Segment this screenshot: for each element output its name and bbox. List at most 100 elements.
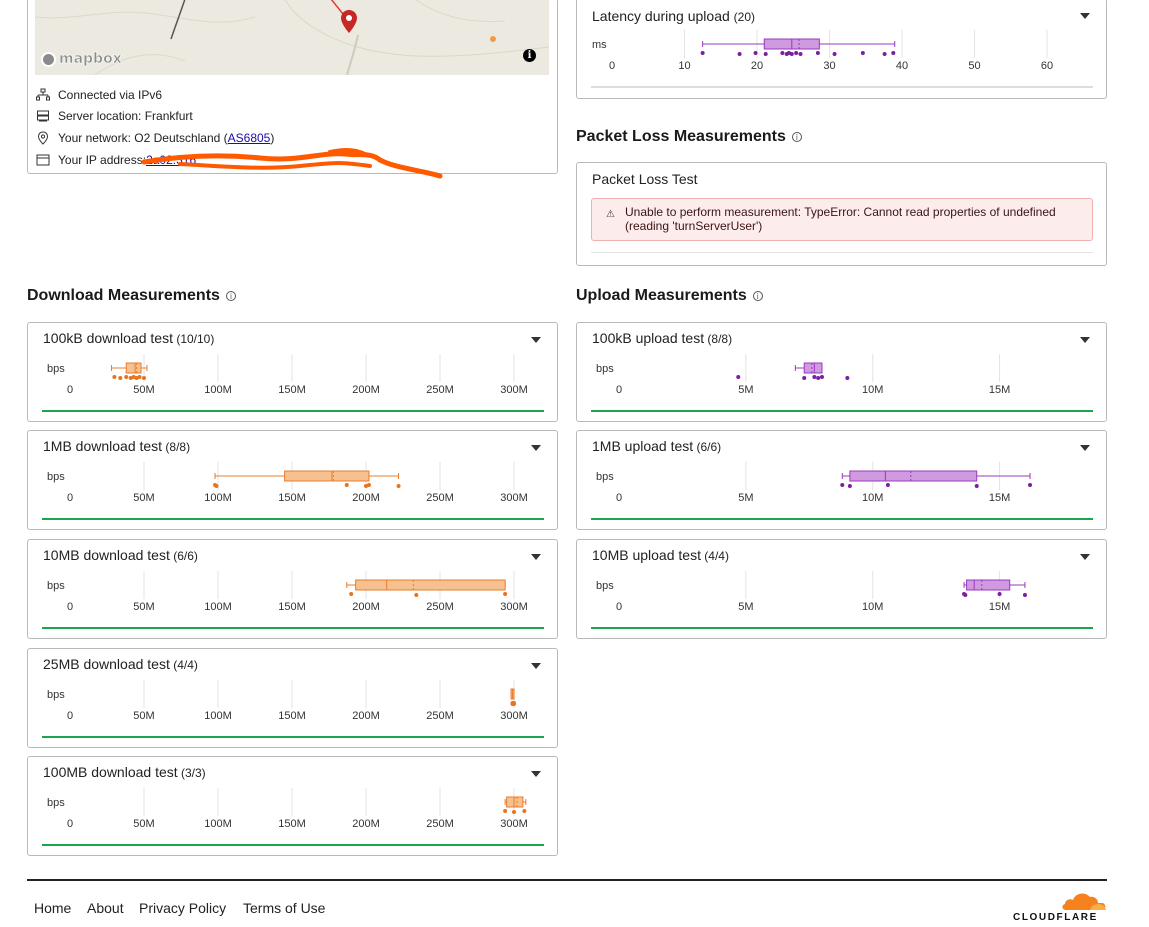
download-tick-label: 200M [352,601,380,613]
download-data-point[interactable] [214,484,219,488]
latency-unit-label: ms [592,39,607,51]
download-data-point[interactable] [349,592,354,596]
info-icon[interactable]: i [523,49,536,62]
download-data-point[interactable] [137,375,142,379]
latency-data-point[interactable] [763,52,768,56]
chevron-down-icon[interactable] [531,663,541,669]
latency-data-point[interactable] [789,52,794,56]
latency-data-point[interactable] [891,51,896,55]
upload-data-point[interactable] [885,483,890,487]
upload-data-point[interactable] [974,484,979,488]
download-data-point[interactable] [503,809,508,813]
mapbox-logo[interactable]: mapbox [41,51,122,67]
upload-data-point[interactable] [1028,483,1033,487]
map-view[interactable]: mapbox i [35,0,549,75]
info-icon[interactable]: i [752,291,763,301]
latency-data-point[interactable] [815,51,820,55]
download-data-point[interactable] [396,484,401,488]
download-tick-label: 150M [278,601,306,613]
upload-data-point[interactable] [816,376,821,380]
upload-tick-label: 15M [989,492,1010,504]
download-tick-label: 0 [67,818,73,830]
upload-box[interactable] [849,470,978,482]
download-tick-label: 300M [500,818,528,830]
chevron-down-icon[interactable] [1080,13,1090,19]
download-data-point[interactable] [414,593,419,597]
latency-data-point[interactable] [753,51,758,55]
upload-box[interactable] [966,579,1011,591]
cloudflare-cloud-icon[interactable] [1060,888,1108,917]
footer-link-privacy[interactable]: Privacy Policy [139,900,227,916]
download-data-point[interactable] [366,483,371,487]
download-box[interactable] [506,796,524,808]
download-box[interactable] [355,579,506,591]
footer-link-terms[interactable]: Terms of Use [243,900,326,916]
latency-data-point[interactable] [882,52,887,56]
download-data-point[interactable] [124,375,129,379]
network-row: Your network: O2 Deutschland (AS6805) [36,131,274,145]
latency-data-point[interactable] [700,51,705,55]
download-data-point[interactable] [512,810,516,814]
latency-data-point[interactable] [798,52,803,56]
download-tick-label: 50M [133,492,154,504]
network-icon [36,88,50,102]
connection-card: mapbox i Connected via IPv6 Server locat… [27,0,558,174]
latency-data-point[interactable] [832,52,837,56]
download-unit-label: bps [47,689,65,701]
chevron-down-icon[interactable] [531,445,541,451]
latency-data-point[interactable] [794,51,799,55]
download-data-point[interactable] [522,809,527,813]
upload-data-point[interactable] [845,376,850,380]
upload-data-point[interactable] [1022,593,1027,597]
latency-tick-label: 10 [678,60,690,72]
network-text: Your network: O2 Deutschland ( [58,131,228,145]
download-data-point[interactable] [112,375,117,379]
redaction-scribble [141,148,443,179]
upload-data-point[interactable] [812,375,817,379]
info-icon[interactable]: i [225,291,236,301]
upload-data-point[interactable] [997,592,1002,596]
footer-divider [27,879,1107,881]
chevron-down-icon[interactable] [531,337,541,343]
download-tick-label: 100M [204,818,232,830]
info-icon[interactable]: i [791,132,802,142]
download-data-point[interactable] [118,376,123,380]
chevron-down-icon[interactable] [531,554,541,560]
download-unit-label: bps [47,580,65,592]
upload-data-point[interactable] [736,375,741,379]
download-data-point[interactable] [503,592,508,596]
download-test-title: 100MB download test (3/3) [43,764,206,780]
footer-link-home[interactable]: Home [34,900,72,916]
upload-data-point[interactable] [963,593,968,597]
upload-box[interactable] [803,362,823,374]
upload-tick-label: 10M [862,384,883,396]
download-box[interactable] [125,362,142,374]
latency-data-point[interactable] [860,51,865,55]
chevron-down-icon[interactable] [1080,554,1090,560]
download-tick-label: 50M [133,601,154,613]
download-data-point[interactable] [512,702,516,706]
upload-data-point[interactable] [847,484,852,488]
download-tick-label: 200M [352,818,380,830]
upload-unit-label: bps [596,471,614,483]
chevron-down-icon[interactable] [531,771,541,777]
download-test-title: 10MB download test (6/6) [43,547,198,563]
download-box[interactable] [284,470,370,482]
upload-data-point[interactable] [840,483,845,487]
download-tick-label: 250M [426,818,454,830]
connection-type-text: Connected via IPv6 [58,88,163,102]
asn-link[interactable]: AS6805 [227,131,271,145]
chevron-down-icon[interactable] [1080,337,1090,343]
latency-data-point[interactable] [737,52,742,56]
latency-data-point[interactable] [780,51,785,55]
download-data-point[interactable] [142,376,146,380]
chevron-down-icon[interactable] [1080,445,1090,451]
download-data-point[interactable] [344,483,349,487]
footer-link-about[interactable]: About [87,900,124,916]
upload-data-point[interactable] [802,376,807,380]
upload-data-point[interactable] [819,375,824,379]
download-tick-label: 0 [67,492,73,504]
